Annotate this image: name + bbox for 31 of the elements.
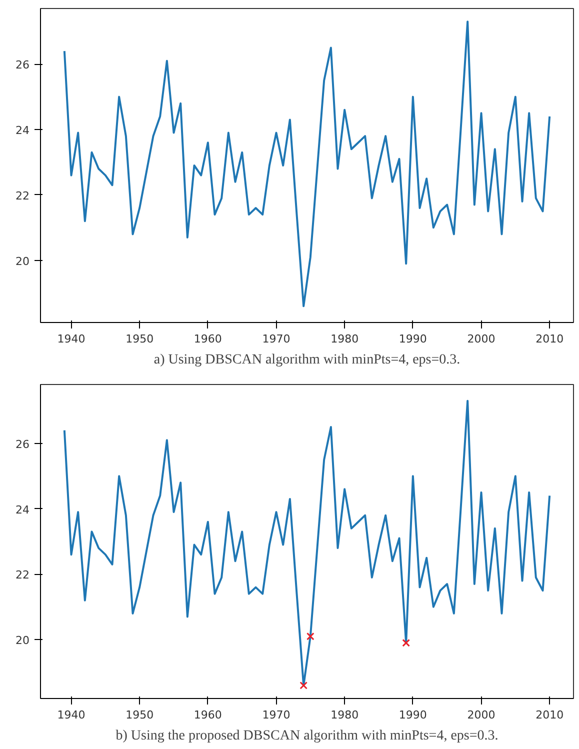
x-tick-label: 1940: [57, 332, 86, 346]
y-tick-label: 24: [16, 503, 30, 516]
x-tick-label: 1960: [194, 708, 222, 722]
x-tick-label: 1980: [330, 332, 359, 346]
line-series: [63, 20, 551, 308]
y-tick-label: 22: [16, 568, 30, 582]
x-tick-label: 1960: [194, 332, 222, 346]
text: a) Using DBSCAN algorithm with minPts=4, eps=0.3.: [154, 352, 460, 368]
x-tick-label: 1940: [57, 708, 86, 722]
y-tick-label: 26: [16, 58, 30, 72]
y-tick-label: 24: [16, 124, 30, 138]
x-tick-label: 2000: [467, 332, 496, 346]
y-tick-label: 22: [16, 189, 30, 202]
text: b) Using the proposed DBSCAN algorithm with minPts=4, eps=0.3.: [116, 728, 498, 744]
y-tick-label: 20: [16, 254, 30, 268]
x-tick-label: 1970: [262, 708, 290, 722]
point: [402, 638, 410, 647]
point: [300, 681, 308, 690]
x-tick-label: 1950: [126, 708, 154, 722]
x-tick-label: 1970: [262, 332, 290, 346]
x-tick-label: 2010: [536, 332, 564, 346]
y-tick-label: 20: [16, 634, 30, 648]
x-tick-label: 1990: [398, 332, 427, 346]
point: [306, 632, 314, 640]
x-tick-label: 2010: [536, 708, 564, 722]
x-tick-label: 1980: [330, 708, 359, 722]
x-tick-label: 1990: [398, 708, 427, 722]
y-tick-label: 26: [16, 438, 30, 451]
x-tick-label: 1950: [126, 332, 154, 346]
x-tick-label: 2000: [467, 708, 496, 722]
line-series: [63, 400, 551, 686]
